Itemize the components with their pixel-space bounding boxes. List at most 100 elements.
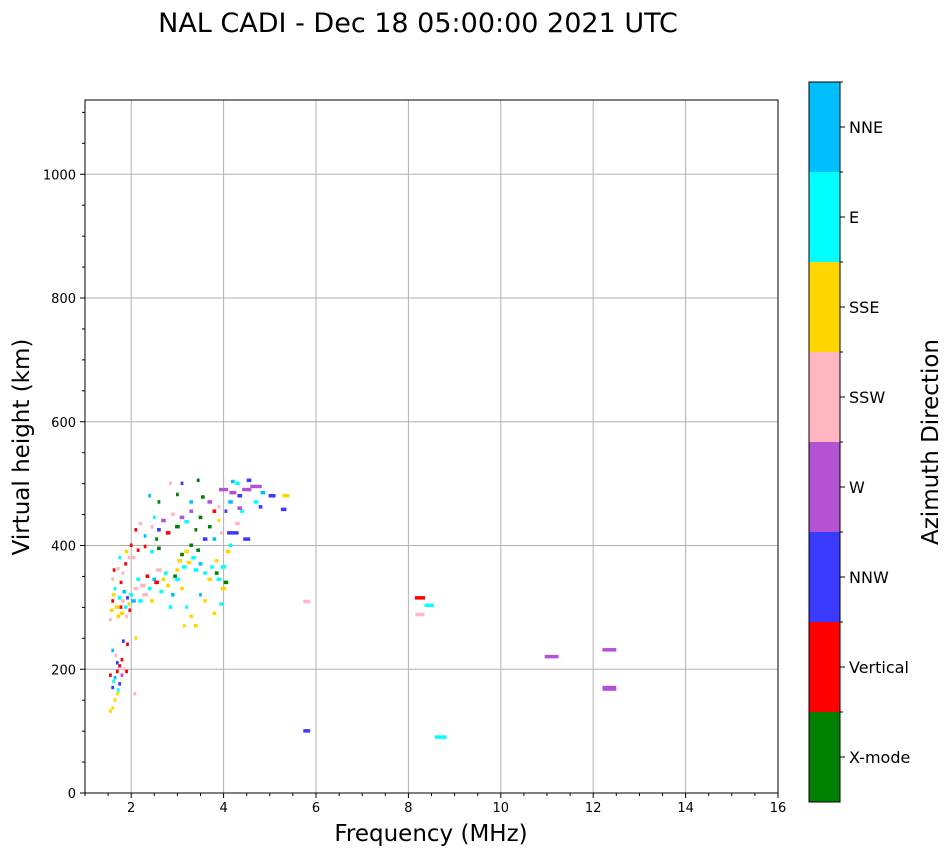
colorbar-tick-label: X-mode xyxy=(849,748,910,767)
data-point xyxy=(182,565,187,569)
colorbar-segment xyxy=(809,172,840,262)
data-point xyxy=(119,605,123,609)
data-point xyxy=(282,494,290,498)
data-point xyxy=(111,648,115,653)
data-point xyxy=(121,639,125,643)
data-point xyxy=(111,599,115,603)
x-tick-label: 10 xyxy=(493,801,510,816)
data-points xyxy=(109,478,617,739)
data-point xyxy=(415,612,425,617)
data-point xyxy=(424,603,434,608)
data-point xyxy=(175,524,180,529)
data-point xyxy=(235,521,240,526)
data-point xyxy=(133,586,139,591)
data-point xyxy=(544,654,559,659)
data-point xyxy=(202,537,208,541)
data-point xyxy=(115,605,120,609)
data-point xyxy=(143,544,147,549)
y-tick-label: 800 xyxy=(51,292,76,307)
data-point xyxy=(129,543,133,547)
colorbar-tick-label: E xyxy=(849,208,859,227)
data-point xyxy=(109,617,112,622)
data-point xyxy=(434,735,447,739)
data-point xyxy=(189,614,194,619)
data-point xyxy=(115,692,119,696)
data-point xyxy=(170,593,175,597)
data-point xyxy=(145,574,150,578)
data-point xyxy=(118,664,122,668)
data-point xyxy=(217,505,221,509)
data-point xyxy=(196,478,200,483)
data-point xyxy=(268,494,276,498)
data-point xyxy=(154,580,159,585)
data-point xyxy=(120,657,124,662)
colorbar-label: Azimuth Direction xyxy=(918,339,944,545)
data-point xyxy=(210,565,214,569)
x-tick-label: 14 xyxy=(677,801,694,816)
data-point xyxy=(182,623,186,628)
data-point xyxy=(124,549,129,554)
data-point xyxy=(131,599,136,603)
data-point xyxy=(157,528,161,532)
x-tick-label: 8 xyxy=(404,801,412,816)
data-point xyxy=(165,531,171,535)
data-point xyxy=(240,509,244,513)
data-point xyxy=(180,552,184,557)
y-tick-label: 600 xyxy=(51,416,76,431)
data-point xyxy=(115,661,119,665)
data-point xyxy=(203,571,207,575)
data-point xyxy=(212,611,217,616)
y-tick-label: 0 xyxy=(68,787,76,802)
data-point xyxy=(123,605,128,609)
data-point xyxy=(303,729,311,733)
data-point xyxy=(112,568,116,572)
data-point xyxy=(113,586,117,591)
data-point xyxy=(186,560,192,565)
data-point xyxy=(200,495,205,499)
data-point xyxy=(258,505,263,509)
data-point xyxy=(227,531,239,535)
data-point xyxy=(156,568,162,572)
data-point xyxy=(114,653,118,658)
y-tick-label: 400 xyxy=(51,540,76,555)
data-point xyxy=(220,565,227,569)
y-axis-label: Virtual height (km) xyxy=(9,339,35,556)
data-point xyxy=(175,577,180,582)
colorbar-tick-label: Vertical xyxy=(849,658,909,677)
data-point xyxy=(152,577,157,582)
data-point xyxy=(115,669,119,674)
grid xyxy=(85,100,779,793)
data-point xyxy=(161,518,166,523)
data-point xyxy=(126,596,129,600)
data-point xyxy=(150,549,154,554)
data-point xyxy=(119,580,123,585)
data-point xyxy=(148,494,152,498)
data-point xyxy=(230,479,235,484)
data-point xyxy=(243,537,251,541)
data-point xyxy=(122,589,127,594)
data-point xyxy=(111,706,115,710)
colorbar-segment xyxy=(809,622,840,712)
colorbar-segment xyxy=(809,352,840,442)
data-point xyxy=(109,673,112,677)
data-point xyxy=(217,518,221,523)
data-point xyxy=(116,688,120,692)
data-point xyxy=(180,586,184,591)
data-point xyxy=(147,586,152,591)
data-point xyxy=(124,562,128,566)
data-point xyxy=(280,507,287,512)
data-point xyxy=(189,509,194,513)
data-point xyxy=(250,484,262,489)
data-point xyxy=(116,567,120,571)
data-point xyxy=(157,546,161,551)
data-point xyxy=(157,500,161,504)
data-point xyxy=(189,543,194,547)
data-point xyxy=(142,593,148,597)
data-point xyxy=(127,555,131,560)
data-point xyxy=(212,509,217,513)
data-point xyxy=(117,596,122,600)
data-point xyxy=(193,568,199,572)
data-point xyxy=(159,589,164,594)
data-point xyxy=(150,524,154,529)
